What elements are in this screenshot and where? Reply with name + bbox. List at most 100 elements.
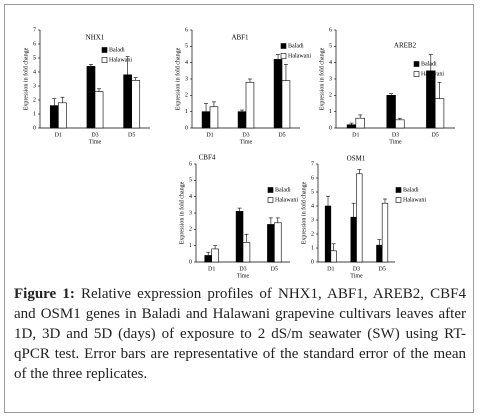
y-tick-label: 6: [185, 27, 188, 33]
legend-label: Baladi: [288, 43, 304, 49]
legend-swatch: [280, 53, 287, 59]
x-tick-label: D1: [206, 132, 213, 138]
legend-swatch: [413, 71, 420, 77]
x-tick-label: D1: [208, 266, 215, 272]
bar: [211, 248, 219, 263]
bar: [86, 66, 96, 129]
y-tick-label: 0: [185, 125, 188, 131]
caption-text: Relative expression profiles of NHX1, AB…: [14, 286, 467, 382]
y-tick-label: 3: [185, 76, 188, 82]
y-tick-label: 3: [189, 210, 192, 216]
x-tick-label: D1: [327, 266, 334, 272]
bar: [49, 105, 59, 129]
y-tick-label: 6: [329, 27, 332, 33]
legend-swatch: [395, 197, 402, 203]
y-tick-label: 6: [189, 161, 192, 167]
figure-frame: [4, 4, 474, 413]
y-tick-label: 2: [33, 97, 36, 103]
bar: [356, 173, 363, 263]
bar: [123, 74, 132, 129]
x-tick-label: D5: [431, 132, 438, 138]
legend-swatch: [267, 197, 274, 203]
bar: [426, 70, 436, 129]
legend-swatch: [101, 47, 108, 53]
legend-label: Baladi: [109, 47, 125, 53]
y-axis-label: Expression in fold change: [318, 47, 325, 110]
y-tick-label: 5: [311, 189, 314, 195]
legend-swatch: [413, 61, 420, 67]
y-tick-label: 5: [185, 44, 188, 50]
y-tick-label: 3: [311, 217, 314, 223]
y-tick-label: 1: [329, 109, 332, 115]
figure-charts: 0 1 2 3 4 5 6 7 D1 D3 D5 NHX1 Time Expression in fold…: [22, 27, 455, 279]
caption: Figure 1: Relative expression profiles o…: [14, 284, 466, 384]
legend-label: Baladi: [403, 187, 419, 193]
chart-title: NHX1: [86, 34, 105, 42]
y-tick-label: 0: [329, 125, 332, 131]
y-tick-label: 5: [189, 178, 192, 184]
bar: [376, 244, 383, 263]
y-tick-label: 4: [189, 194, 192, 200]
y-tick-label: 4: [33, 69, 36, 75]
x-axis-label: Time: [350, 273, 363, 279]
chart-title: AREB2: [394, 42, 417, 50]
legend-label: Halawani: [109, 57, 132, 63]
bar: [58, 102, 67, 129]
y-axis-label: Expression in fold change: [174, 47, 181, 110]
x-tick-label: D5: [378, 266, 385, 272]
bar: [267, 224, 275, 263]
y-tick-label: 6: [33, 41, 36, 47]
y-tick-label: 3: [329, 76, 332, 82]
legend-swatch: [395, 187, 402, 193]
bar: [274, 222, 282, 263]
chart-title: ABF1: [231, 34, 249, 42]
bar: [204, 255, 212, 263]
bar: [324, 205, 332, 263]
chart-title: CBF4: [199, 154, 216, 162]
bar: [245, 81, 255, 129]
legend-label: Baladi: [275, 187, 291, 193]
bar: [237, 111, 247, 129]
legend-swatch: [101, 57, 108, 63]
x-axis-label: Time: [89, 139, 102, 145]
bar: [381, 202, 389, 263]
legend-label: Baladi: [421, 61, 437, 67]
y-tick-label: 7: [33, 27, 36, 33]
y-tick-label: 2: [311, 231, 314, 237]
x-tick-label: D1: [55, 132, 62, 138]
bar: [434, 98, 445, 129]
y-tick-label: 1: [33, 111, 36, 117]
bar: [273, 59, 283, 129]
legend-swatch: [280, 43, 287, 49]
bar: [209, 106, 219, 129]
bar: [330, 250, 337, 263]
y-tick-label: 2: [185, 93, 188, 99]
x-tick-label: D3: [239, 266, 246, 272]
legend-swatch: [267, 187, 274, 193]
x-tick-label: D5: [271, 266, 278, 272]
bar: [395, 119, 405, 129]
y-tick-label: 4: [329, 60, 332, 66]
bar: [242, 242, 251, 263]
y-tick-label: 1: [185, 109, 188, 115]
y-axis-label: Expression in fold change: [22, 47, 29, 110]
y-tick-label: 0: [189, 259, 192, 265]
legend-label: Halawani: [403, 197, 426, 203]
legend-label: Halawani: [288, 53, 311, 59]
bar: [131, 80, 141, 129]
y-tick-label: 7: [311, 161, 314, 167]
bar: [386, 95, 396, 129]
chart-title: OSM1: [347, 155, 366, 163]
y-axis-label: Expression in fold change: [178, 181, 185, 244]
y-tick-label: 0: [33, 125, 36, 131]
bar: [201, 111, 211, 129]
bar: [94, 91, 104, 129]
bar: [281, 80, 291, 129]
x-axis-label: Time: [240, 139, 253, 145]
y-tick-label: 3: [33, 83, 36, 89]
caption-label: Figure 1:: [14, 286, 75, 302]
y-tick-label: 5: [33, 55, 36, 61]
y-tick-label: 4: [311, 203, 314, 209]
x-axis-label: Time: [389, 139, 402, 145]
